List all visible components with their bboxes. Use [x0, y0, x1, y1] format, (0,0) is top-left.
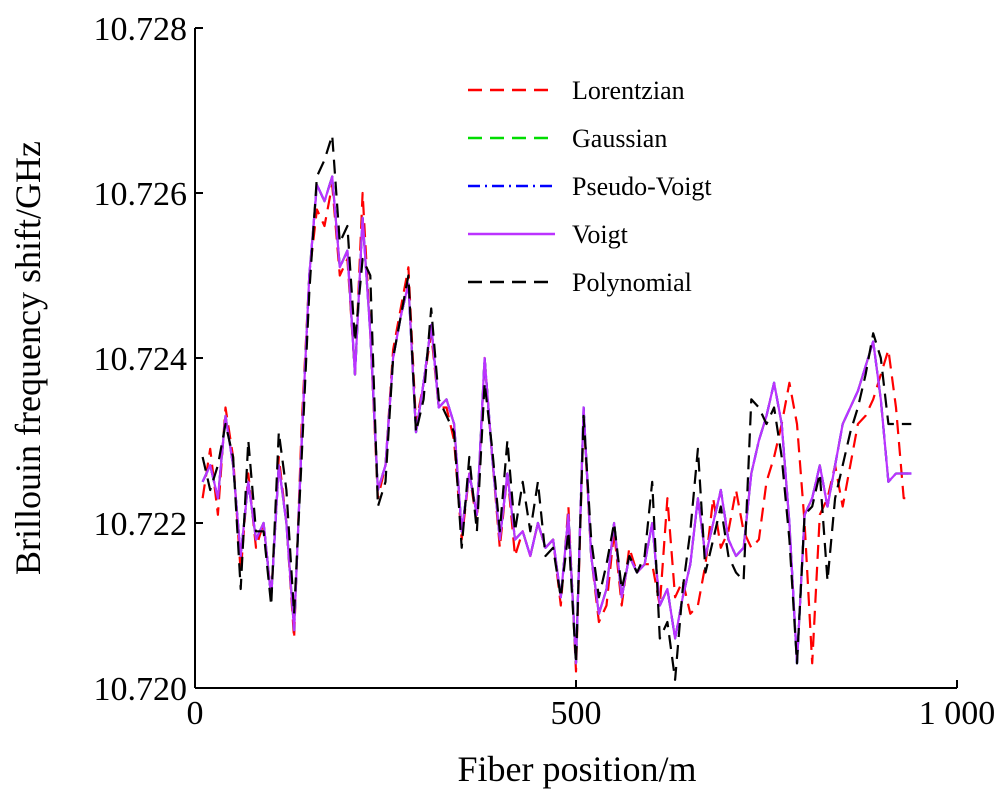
x-axis-title: Fiber position/m: [457, 749, 696, 789]
y-ticks: 10.720 10.722 10.724 10.726 10.728: [94, 11, 203, 708]
y-tick-label: 10.722: [94, 506, 188, 543]
legend-label-lorentzian: Lorentzian: [572, 76, 685, 105]
legend-label-polynomial: Polynomial: [572, 268, 692, 297]
x-tick-label: 0: [187, 695, 204, 732]
y-axis-title: Brillouin frequency shift/GHz: [8, 141, 48, 575]
legend: Lorentzian Gaussian Pseudo-Voigt Voigt Polyn…: [468, 76, 712, 297]
y-tick-label: 10.728: [94, 11, 188, 48]
series-line-gaussian: [201, 175, 912, 665]
x-ticks: 0 500 1 000: [187, 680, 996, 732]
y-tick-label: 10.720: [94, 671, 188, 708]
legend-label-voigt: Voigt: [572, 220, 629, 249]
legend-label-gaussian: Gaussian: [572, 124, 667, 153]
series-line-polynomial: [201, 134, 912, 681]
y-tick-label: 10.724: [94, 341, 188, 378]
series-line-pseudo-voigt: [201, 175, 912, 665]
x-tick-label: 1 000: [919, 695, 996, 732]
series-group: [201, 134, 912, 681]
x-tick-label: 500: [551, 695, 602, 732]
series-line-lorentzian: [201, 183, 912, 673]
legend-label-pseudo-voigt: Pseudo-Voigt: [572, 172, 712, 201]
series-line-voigt: [201, 175, 912, 665]
y-tick-label: 10.726: [94, 176, 188, 213]
